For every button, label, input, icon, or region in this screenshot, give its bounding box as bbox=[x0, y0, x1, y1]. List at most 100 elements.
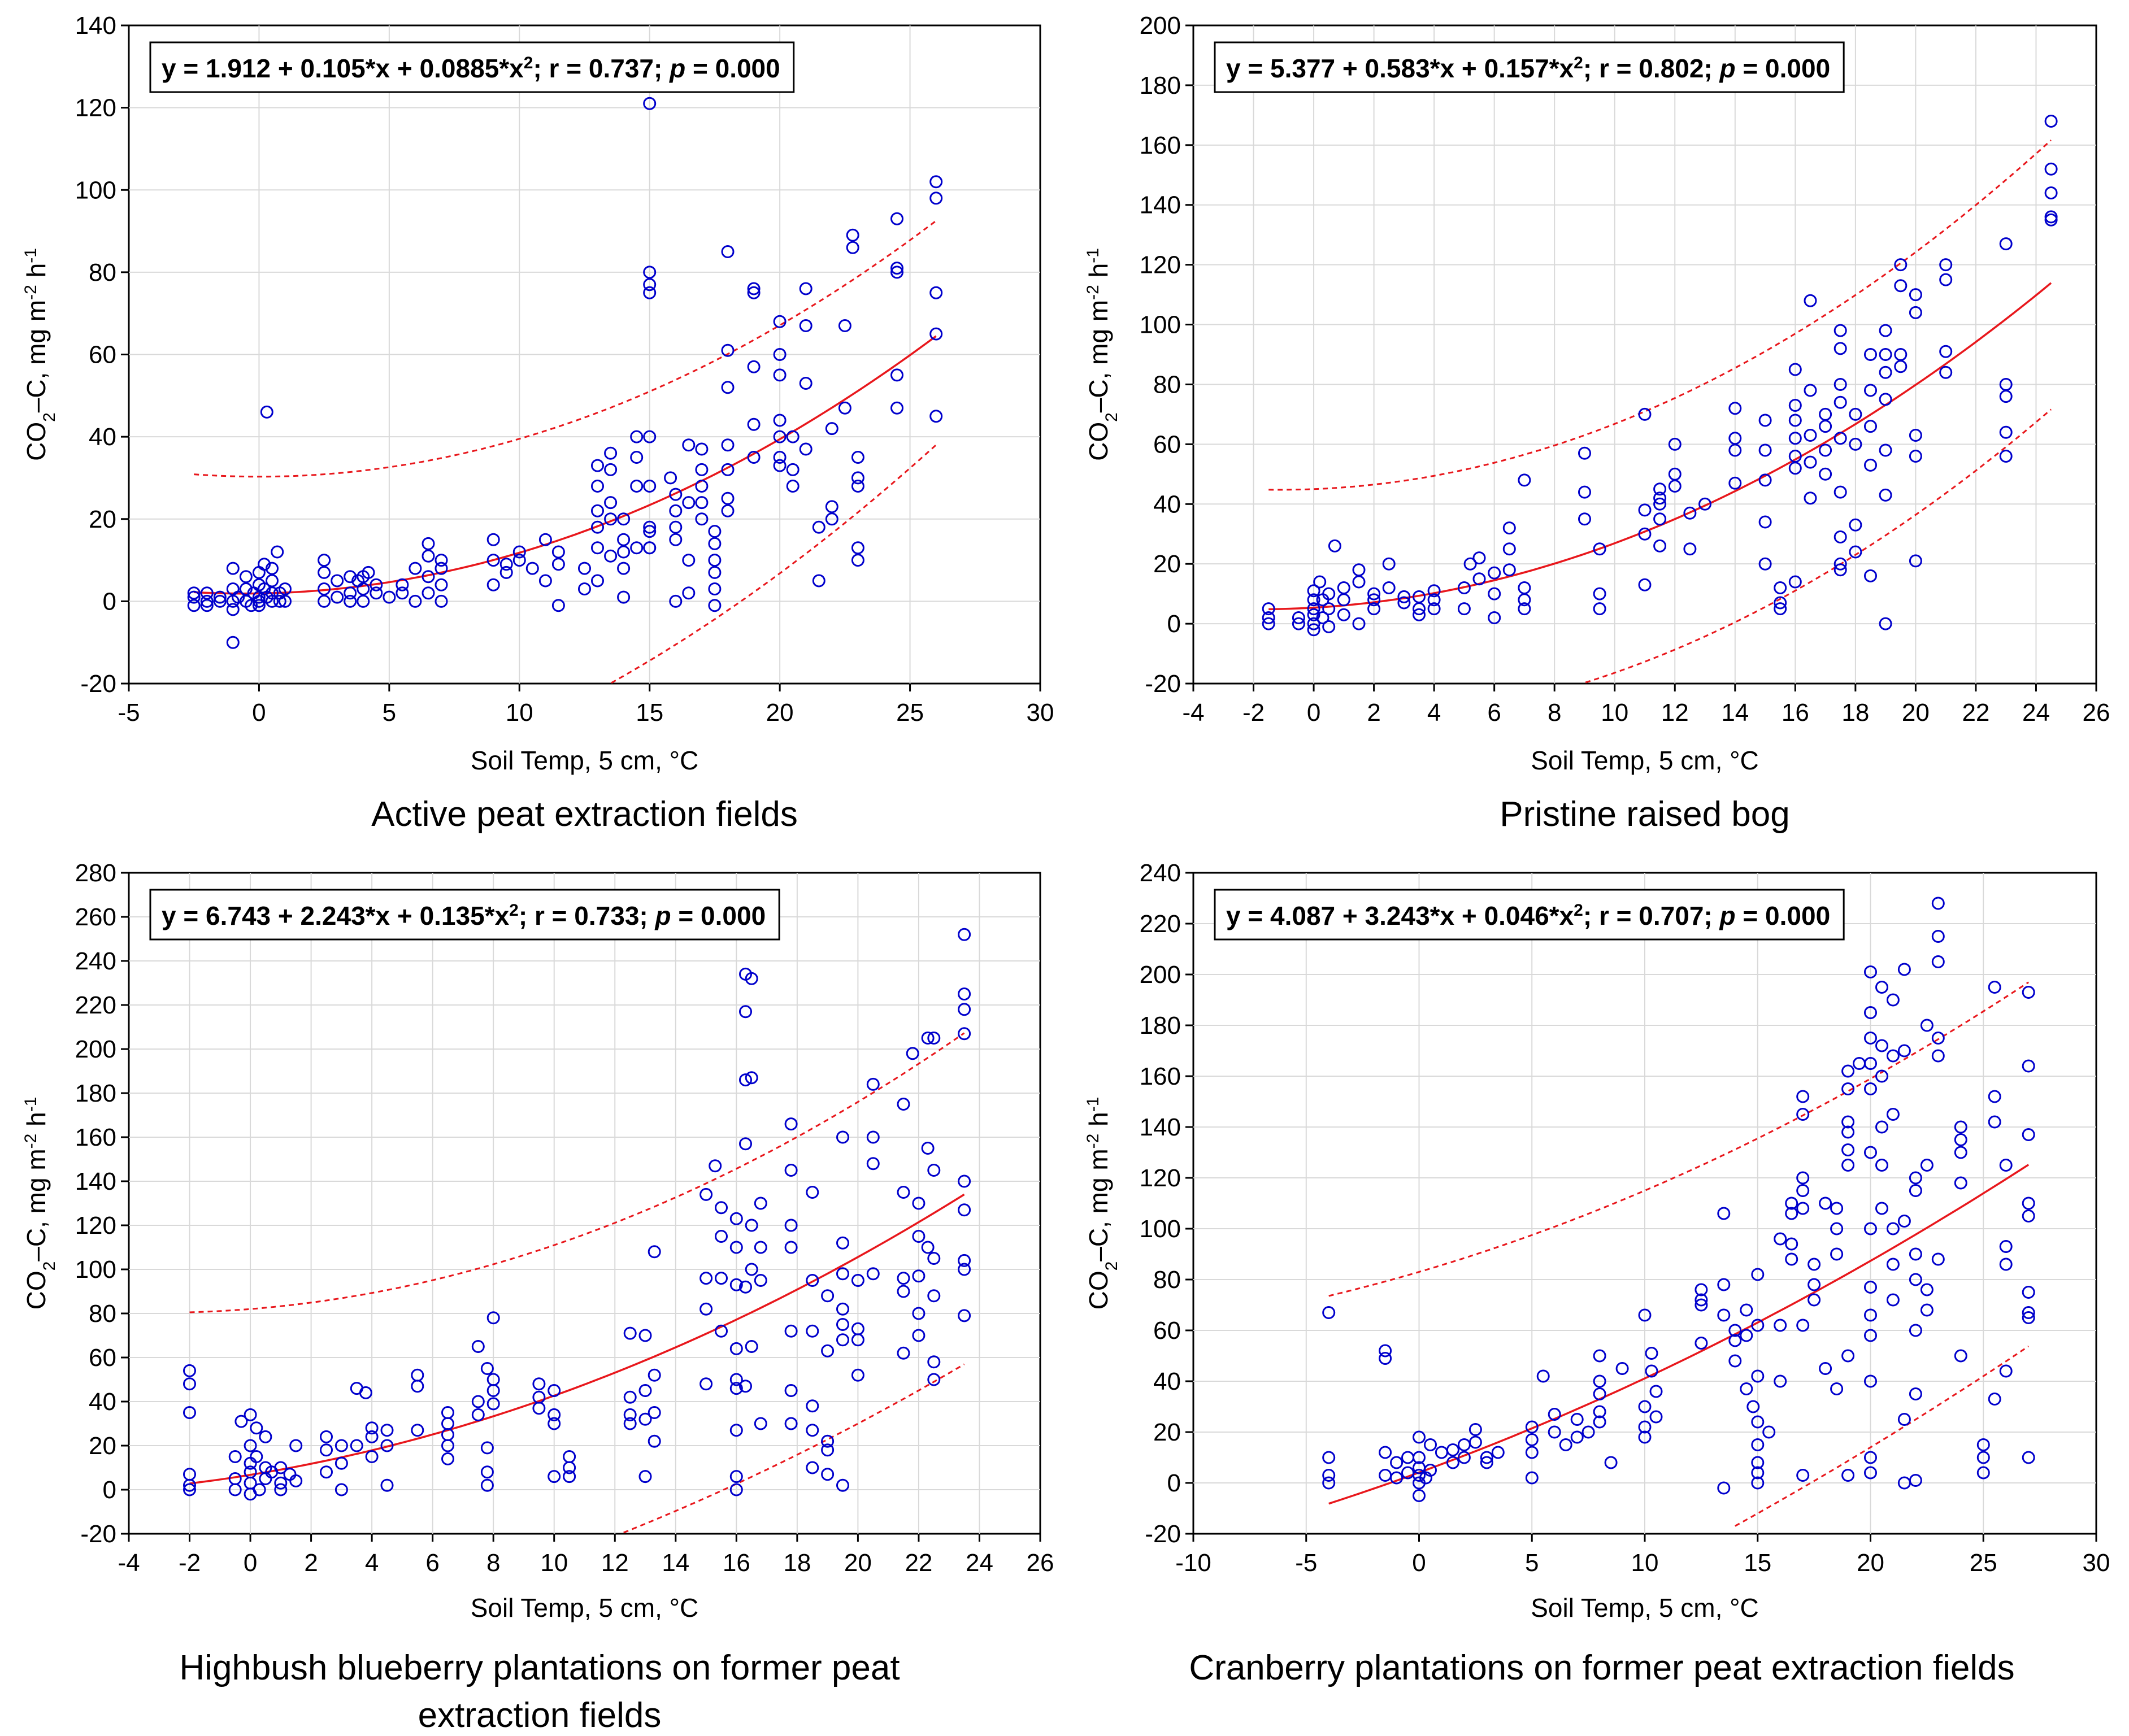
data-point bbox=[1808, 1278, 1821, 1291]
data-point bbox=[617, 562, 631, 575]
data-point bbox=[799, 442, 813, 456]
data-point bbox=[1909, 306, 1922, 319]
data-point bbox=[773, 451, 787, 464]
data-point bbox=[1788, 575, 1802, 589]
y-tick-label: 200 bbox=[1140, 961, 1181, 989]
data-point bbox=[929, 192, 943, 205]
x-tick-label: 10 bbox=[506, 699, 533, 726]
data-point bbox=[806, 1424, 819, 1437]
data-point bbox=[320, 1465, 333, 1479]
data-point bbox=[669, 533, 683, 546]
data-point bbox=[1999, 1258, 2013, 1271]
data-point bbox=[512, 545, 526, 559]
x-tick-label: 10 bbox=[540, 1549, 568, 1577]
data-point bbox=[1322, 620, 1336, 633]
y-tick-label: 160 bbox=[75, 1124, 116, 1151]
data-point bbox=[1849, 518, 1862, 532]
data-point bbox=[1694, 1293, 1708, 1307]
data-point bbox=[551, 558, 565, 571]
data-point bbox=[1427, 593, 1441, 607]
data-point bbox=[1593, 1415, 1606, 1429]
data-point bbox=[1578, 446, 1591, 460]
data-point bbox=[234, 1415, 248, 1428]
y-tick-label: 100 bbox=[75, 1256, 116, 1283]
y-tick-label: 160 bbox=[1140, 1063, 1181, 1090]
data-point bbox=[1886, 1108, 1900, 1121]
data-point bbox=[838, 401, 851, 415]
data-point bbox=[927, 1164, 941, 1177]
data-point bbox=[1653, 512, 1667, 526]
data-point bbox=[1427, 584, 1441, 598]
data-point bbox=[929, 410, 943, 423]
data-point bbox=[1954, 1349, 1967, 1363]
data-point bbox=[1804, 455, 1817, 469]
data-point bbox=[591, 520, 604, 534]
data-point bbox=[708, 525, 722, 538]
x-axis-label-3: Soil Temp, 5 cm, °C bbox=[471, 1593, 699, 1622]
data-point bbox=[1833, 530, 1847, 543]
data-point bbox=[239, 582, 253, 595]
x-tick-label: 8 bbox=[1548, 699, 1561, 726]
data-point bbox=[1593, 1374, 1606, 1388]
y-tick-label: 140 bbox=[1140, 1113, 1181, 1141]
data-point bbox=[825, 500, 838, 514]
data-point bbox=[260, 405, 273, 419]
data-point bbox=[721, 245, 735, 258]
data-point bbox=[486, 578, 500, 591]
data-point bbox=[252, 599, 266, 612]
data-point bbox=[1352, 617, 1366, 630]
data-point bbox=[1894, 258, 1908, 272]
data-point bbox=[643, 541, 657, 555]
data-point bbox=[648, 1406, 661, 1419]
data-point bbox=[200, 586, 214, 600]
data-point bbox=[1875, 1159, 1888, 1172]
data-point bbox=[1668, 480, 1682, 493]
data-point bbox=[1804, 294, 1817, 307]
data-point bbox=[2022, 1209, 2035, 1222]
data-point bbox=[630, 541, 644, 555]
data-point bbox=[806, 1324, 819, 1338]
data-point bbox=[1788, 462, 1802, 475]
data-point bbox=[721, 381, 735, 394]
data-point bbox=[1502, 521, 1516, 535]
data-point bbox=[213, 590, 227, 604]
data-point bbox=[1488, 566, 1501, 580]
data-point bbox=[1939, 345, 1953, 358]
x-tick-label: 4 bbox=[1427, 699, 1441, 726]
data-point bbox=[1796, 1171, 1810, 1185]
data-point bbox=[1841, 1125, 1855, 1139]
data-point bbox=[1909, 1184, 1922, 1197]
data-point bbox=[638, 1329, 652, 1342]
data-point bbox=[921, 1241, 935, 1254]
data-point bbox=[228, 1450, 242, 1463]
data-point bbox=[643, 278, 657, 291]
data-point bbox=[512, 554, 526, 567]
data-point bbox=[1875, 1039, 1888, 1052]
data-point bbox=[643, 430, 657, 443]
data-point bbox=[1879, 617, 1892, 630]
data-point bbox=[1397, 596, 1411, 610]
x-axis-label-4: Soil Temp, 5 cm, °C bbox=[1531, 1593, 1759, 1622]
data-point bbox=[1785, 1207, 1798, 1220]
x-tick-label: 4 bbox=[365, 1549, 379, 1577]
data-point bbox=[1638, 1430, 1652, 1444]
data-point bbox=[721, 491, 735, 505]
y-tick-label: 80 bbox=[1153, 371, 1181, 398]
panel-caption-2: Pristine raised bog bbox=[1500, 795, 1790, 834]
panel-blueberry: -4 -2 0 2 4 6 8 10 12 14 16 18 20 22 24 26 -20020406080… bbox=[21, 859, 1054, 1735]
data-point bbox=[1604, 1456, 1618, 1469]
x-tick-label: 15 bbox=[636, 699, 663, 726]
x-tick-label: 0 bbox=[252, 699, 266, 726]
data-point bbox=[927, 1289, 941, 1303]
plot-area-3 bbox=[128, 872, 1041, 1535]
data-point bbox=[786, 480, 800, 493]
data-point bbox=[578, 582, 591, 595]
data-point bbox=[1785, 1237, 1798, 1251]
ci-upper-curve bbox=[194, 220, 937, 478]
data-point bbox=[380, 1439, 394, 1452]
data-point bbox=[1909, 1247, 1922, 1261]
y-tick-label: 140 bbox=[75, 1168, 116, 1195]
y-tick-label: 160 bbox=[1140, 132, 1181, 159]
x-tick-label: 5 bbox=[1525, 1549, 1539, 1577]
data-point bbox=[1879, 488, 1892, 502]
